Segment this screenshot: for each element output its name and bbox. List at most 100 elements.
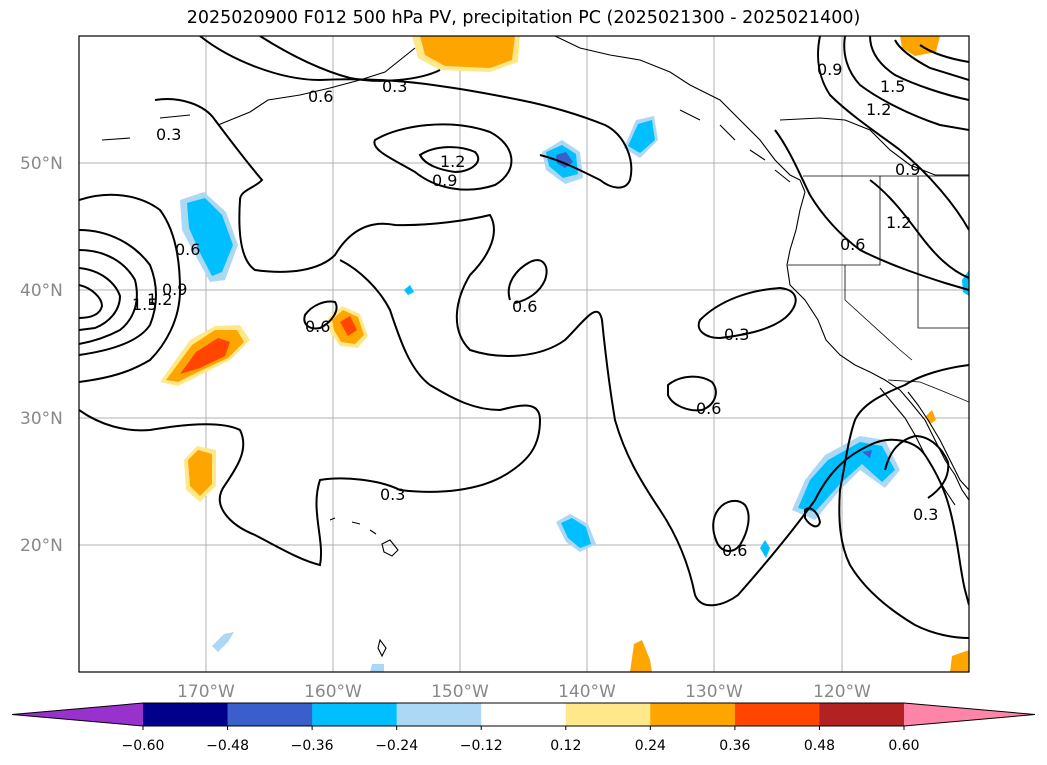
colorbar-tick-labels: −0.60 −0.48 −0.36 −0.24 −0.12 0.12 0.24 0.36 0.4… xyxy=(122,726,920,754)
contour-west-0.3 xyxy=(79,193,182,383)
colorbar-tick-label: 0.24 xyxy=(635,738,666,754)
precip-positive-southwest-core xyxy=(188,450,212,496)
colorbar-segment xyxy=(481,703,567,726)
figure-title: 2025020900 F012 500 hPa PV, precipitatio… xyxy=(186,8,861,28)
contour-ne-inner-1 xyxy=(843,36,969,131)
contour-mid-0.6-b xyxy=(303,300,338,330)
contour-east-0.6 xyxy=(667,375,717,412)
lat-label: 20°N xyxy=(20,536,63,556)
contour-center-0.9 xyxy=(373,123,513,191)
contour-label: 0.3 xyxy=(724,325,749,344)
contour-label: 0.6 xyxy=(722,541,747,560)
contour-label: 0.6 xyxy=(840,235,865,254)
contour-south-0.6 xyxy=(712,499,750,552)
colorbar-tick-label: 0.60 xyxy=(888,738,919,754)
coastline-bc-islands xyxy=(679,109,791,183)
contour-label: 0.6 xyxy=(696,399,721,418)
coastline-alaska xyxy=(554,36,806,193)
colorbar-segment xyxy=(312,703,398,726)
coastline-aleutians xyxy=(101,47,416,141)
contour-west-0.9 xyxy=(79,249,138,345)
contour-coast-0.6 xyxy=(774,129,969,291)
lon-label: 150°W xyxy=(431,682,489,702)
colorbar-tick-label: 0.12 xyxy=(550,738,581,754)
contour-ne-inner-4 xyxy=(919,44,969,63)
colorbar-segment xyxy=(734,703,820,726)
contour-label: 0.3 xyxy=(380,485,405,504)
precip-negative-bc-core xyxy=(628,120,655,153)
contour-label: 1.2 xyxy=(440,152,465,171)
colorbar-tick-label: −0.12 xyxy=(460,738,503,754)
contour-label: 0.6 xyxy=(305,317,330,336)
precip-positive-south xyxy=(630,640,652,672)
contour-mid-0.3 xyxy=(79,259,542,567)
precip-negative-small-4 xyxy=(370,664,384,672)
colorbar-segment xyxy=(143,703,229,726)
contour-west-1.2 xyxy=(79,267,122,331)
precip-negative-small-1 xyxy=(760,540,770,558)
precip-positive-west-center xyxy=(180,338,230,374)
colorbar-tick-label: 0.48 xyxy=(804,738,835,754)
colorbar-segment xyxy=(227,703,313,726)
lon-label: 140°W xyxy=(558,682,616,702)
contour-label: 0.9 xyxy=(162,280,187,299)
lon-label: 130°W xyxy=(685,682,743,702)
coastline-gulf-california xyxy=(907,391,969,491)
lon-label: 120°W xyxy=(813,682,871,702)
contour-label: 1.2 xyxy=(147,290,172,309)
map-frame xyxy=(78,35,970,673)
precip-negative-baja-center xyxy=(862,450,872,458)
map-content: 0.3 0.6 0.9 1.2 1.5 0.3 0.9 1.2 0.6 0.9 … xyxy=(79,36,969,672)
contour-labels: 0.3 0.6 0.9 1.2 1.5 0.3 0.9 1.2 0.6 0.9 … xyxy=(132,60,938,560)
precip-negative-small-2 xyxy=(212,632,234,652)
lat-label: 50°N xyxy=(20,154,63,174)
precip-positive-southeast xyxy=(950,650,969,672)
coastline-hawaii xyxy=(329,517,399,557)
contour-label: 0.9 xyxy=(432,171,457,190)
colorbar-tick-label: 0.36 xyxy=(719,738,750,754)
border-states-2 xyxy=(917,176,969,329)
lon-label: 170°W xyxy=(177,682,235,702)
precip-negative-west-core xyxy=(187,198,233,276)
lat-label: 30°N xyxy=(20,409,63,429)
contour-label: 1.5 xyxy=(880,77,905,96)
contour-center-1.2 xyxy=(418,146,480,174)
colorbar-extend-min xyxy=(12,703,143,726)
contour-mid-0.6-a xyxy=(507,259,548,304)
precip-negative-hawaii-east-core xyxy=(561,518,591,548)
contour-label: 1.5 xyxy=(132,295,157,314)
colorbar-segment xyxy=(650,703,736,726)
colorbar-tick-label: −0.60 xyxy=(122,738,165,754)
contour-baja-0.6 xyxy=(804,507,822,528)
border-us-mexico xyxy=(887,379,969,403)
coastline-east-canada xyxy=(779,117,969,176)
political-borders xyxy=(788,175,969,403)
precip-shading xyxy=(160,36,969,672)
colorbar xyxy=(11,702,1036,727)
contour-upper-0.6 xyxy=(259,36,441,82)
contour-ne-inner-3 xyxy=(894,39,969,81)
coastline-us-west xyxy=(786,191,969,501)
contour-southeast-0.3 xyxy=(838,364,969,639)
coastlines xyxy=(101,36,969,658)
contour-label: 0.6 xyxy=(175,240,200,259)
colorbar-tick-label: −0.36 xyxy=(291,738,334,754)
contour-label: 0.6 xyxy=(308,87,333,106)
contour-label: 0.6 xyxy=(512,297,537,316)
border-states-1 xyxy=(788,176,881,266)
contour-label: 0.9 xyxy=(895,160,920,179)
lat-labels: 50°N 40°N 30°N 20°N xyxy=(20,154,63,556)
contour-west-1.5 xyxy=(79,284,104,319)
contour-east-0.3 xyxy=(697,286,797,340)
precip-positive-small-baja xyxy=(926,410,936,424)
contour-north-0.3 xyxy=(199,36,633,189)
colorbar-extend-max xyxy=(904,703,1035,726)
contour-label: 0.3 xyxy=(913,505,938,524)
precip-negative-east-edge xyxy=(962,270,969,296)
lon-labels: 170°W 160°W 150°W 140°W 130°W 120°W xyxy=(177,682,871,702)
graticule xyxy=(79,36,969,672)
contour-label: 1.2 xyxy=(886,213,911,232)
pv-contours xyxy=(79,36,969,639)
contour-ne-inner-2 xyxy=(869,36,969,101)
